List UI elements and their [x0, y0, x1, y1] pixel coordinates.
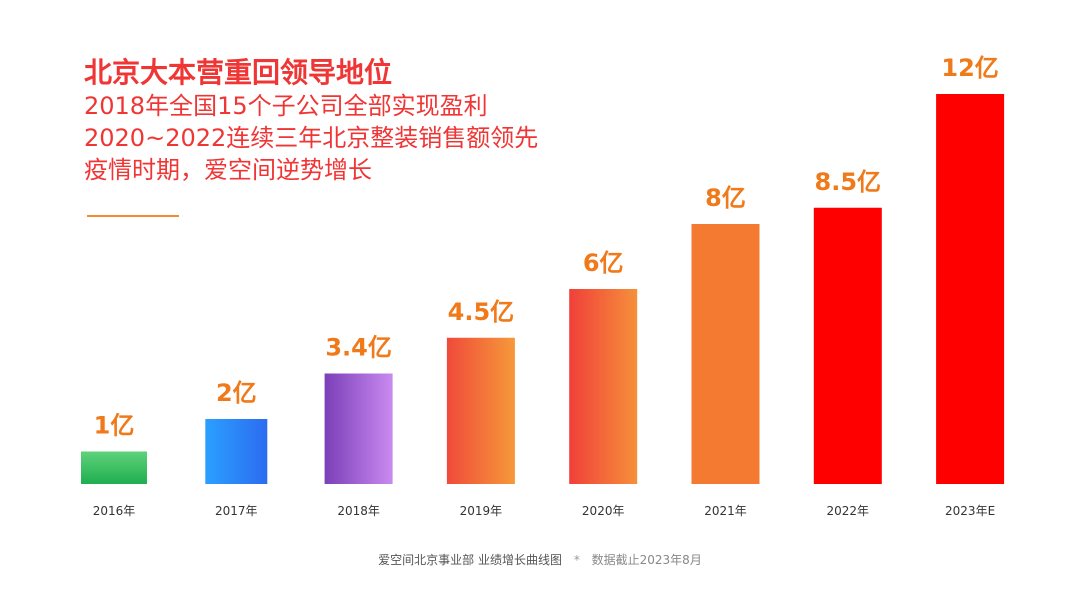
footer-source: 爱空间北京事业部 业绩增长曲线图: [378, 553, 562, 567]
bar-2019年: [446, 337, 515, 484]
x-tick-2022年: 2022年: [827, 504, 870, 518]
value-label-2019年: 4.5亿: [448, 298, 515, 326]
footer-note: 数据截止2023年8月: [591, 553, 702, 567]
bar-2018年: [324, 373, 393, 484]
headline-line-3: 疫情时期，爱空间逆势增长: [84, 156, 372, 184]
value-label-2017年: 2亿: [216, 379, 257, 407]
x-tick-2020年: 2020年: [582, 504, 625, 518]
headline-block: 北京大本营重回领导地位 2018年全国15个子公司全部实现盈利 2020~202…: [84, 56, 644, 186]
value-label-2020年: 6亿: [583, 249, 624, 277]
bar-2020年: [569, 289, 638, 484]
x-tick-2023年E: 2023年E: [945, 504, 995, 518]
x-tick-2021年: 2021年: [704, 504, 747, 518]
bar-2021年: [691, 224, 760, 484]
value-label-2021年: 8亿: [705, 184, 746, 212]
bar-2022年: [813, 207, 882, 484]
headline-line-2: 2020~2022连续三年北京整装销售额领先: [84, 124, 539, 152]
bar-2016年: [81, 451, 147, 484]
x-tick-2018年: 2018年: [337, 504, 380, 518]
x-tick-2016年: 2016年: [93, 504, 136, 518]
bar-2017年: [205, 419, 268, 484]
value-label-2016年: 1亿: [94, 412, 135, 440]
headline-title: 北京大本营重回领导地位: [84, 56, 393, 89]
footer-star: *: [573, 553, 580, 567]
bar-2023年E: [936, 94, 1005, 484]
chart-footer: 爱空间北京事业部 业绩增长曲线图 * 数据截止2023年8月: [0, 551, 1080, 568]
headline-line-1: 2018年全国15个子公司全部实现盈利: [84, 92, 488, 120]
value-label-2018年: 3.4亿: [325, 334, 392, 362]
headline-divider: [87, 215, 179, 217]
value-label-2022年: 8.5亿: [815, 168, 882, 196]
value-label-2023年E: 12亿: [941, 54, 998, 82]
x-tick-2017年: 2017年: [215, 504, 258, 518]
x-tick-2019年: 2019年: [460, 504, 503, 518]
